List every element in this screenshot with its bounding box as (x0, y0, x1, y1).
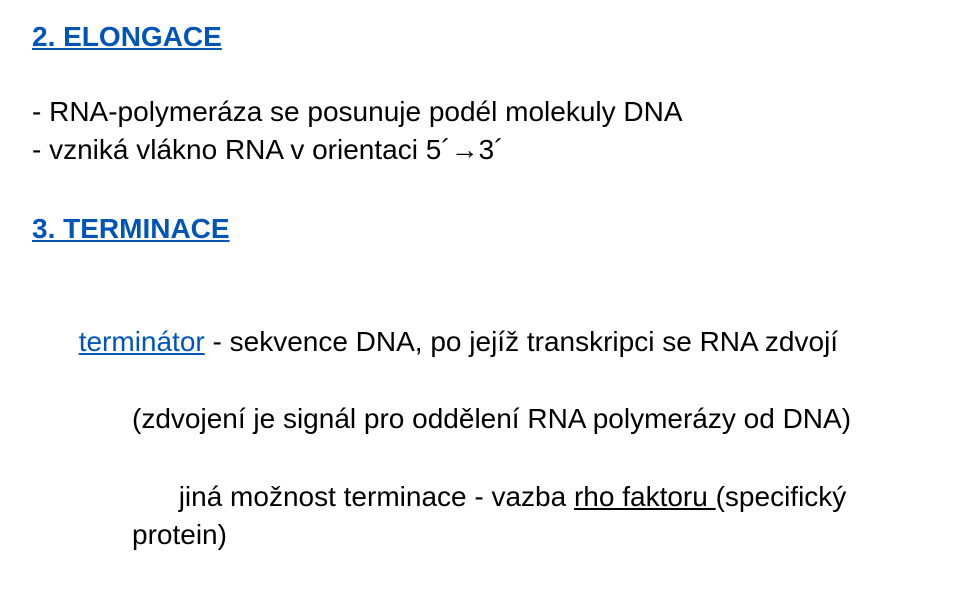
section-elongace: 2. ELONGACE - RNA-polymeráza se posunuje… (32, 18, 928, 170)
terminace-line-3-part-0: jiná možnost terminace - vazba (179, 481, 574, 512)
terminace-line-2: (zdvojení je signál pro oddělení RNA pol… (32, 400, 928, 439)
heading-terminace: 3. TERMINACE (32, 210, 928, 249)
elongace-bullet-1: - RNA-polymeráza se posunuje podél molek… (32, 93, 928, 132)
terminator-word: terminátor (79, 326, 205, 357)
elongace-bullet-2: - vzniká vlákno RNA v orientaci 5´→3´ (32, 131, 928, 170)
slide: 2. ELONGACE - RNA-polymeráza se posunuje… (0, 0, 960, 594)
heading-elongace: 2. ELONGACE (32, 18, 928, 57)
section-terminace: 3. TERMINACE terminátor - sekvence DNA, … (32, 210, 928, 594)
terminace-line-3: jiná možnost terminace - vazba rho fakto… (32, 439, 928, 594)
rho-faktoru: rho faktoru (574, 481, 716, 512)
spacer (32, 249, 928, 285)
terminace-line-1: terminátor - sekvence DNA, po jejíž tran… (32, 285, 928, 401)
spacer (32, 57, 928, 93)
terminace-line-1-rest: - sekvence DNA, po jejíž transkripci se … (205, 326, 838, 357)
